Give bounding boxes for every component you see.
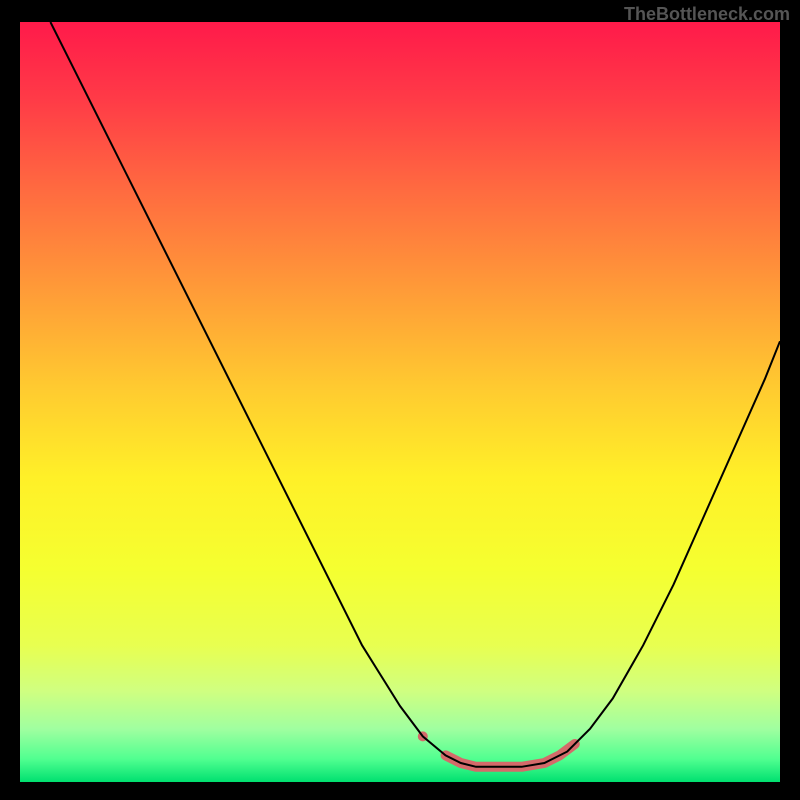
chart-container: [20, 22, 780, 782]
watermark-text: TheBottleneck.com: [624, 4, 790, 25]
curve-layer: [20, 22, 780, 782]
highlight-segments: [423, 736, 575, 766]
main-curve: [50, 22, 780, 767]
